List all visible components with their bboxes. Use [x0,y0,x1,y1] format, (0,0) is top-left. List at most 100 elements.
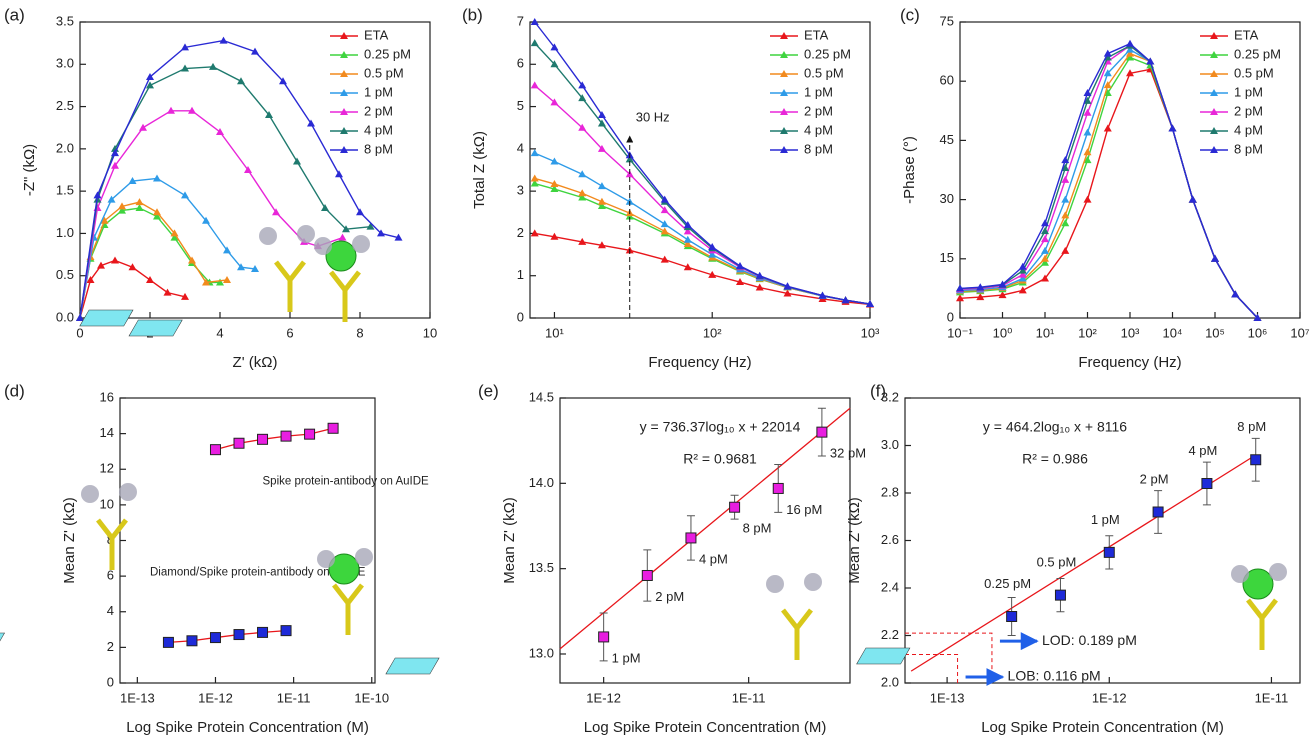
y-tick-label: 0 [107,674,114,689]
point [219,36,228,44]
point [128,263,137,271]
y-tick-label: 0.0 [56,309,74,324]
point [550,43,559,51]
point-label: 32 pM [830,446,866,461]
x-tick-label: 10⁵ [1205,325,1225,340]
y-tick-label: 1.0 [56,225,74,240]
legend-marker [1210,32,1218,39]
point [216,278,224,286]
limit-guide [905,632,993,683]
point [578,193,587,201]
point [1231,290,1240,298]
point [280,625,292,637]
y-tick-label: 30 [940,191,954,206]
x-axis-title: Frequency (Hz) [1078,354,1181,371]
point [216,127,224,135]
point [956,294,964,302]
legend-label: 1 pM [364,84,393,99]
legend-label: 4 pM [1234,122,1263,137]
legend-label: 0.5 pM [804,65,844,80]
point [1253,314,1262,321]
legend-marker [340,127,348,134]
point-label: 2 pM [655,589,684,604]
point [841,296,850,304]
legend-marker [780,108,788,115]
x-axis-title: Log Spike Protein Concentration (M) [126,719,369,736]
point [736,261,745,269]
spike-protein [355,548,373,566]
fit-equation: y = 464.2log₁₀ x + 8116 [983,419,1127,435]
point [93,204,102,212]
point [153,212,161,220]
point [1054,589,1066,601]
point [1126,53,1134,61]
point-label: 0.5 pM [1037,555,1077,570]
point [683,235,692,243]
y-tick-label: 2.5 [56,98,74,113]
y-tick-label: 0 [947,309,954,324]
point [530,81,539,89]
point [181,191,189,199]
y-axis-title: Total Z (kΩ) [471,131,488,209]
point [641,569,653,581]
series-line [534,42,871,305]
y-tick-label: 6 [517,56,524,71]
point [1061,219,1070,227]
x-tick-label: 10¹ [545,325,564,340]
legend-marker [1210,89,1218,96]
legend-marker [780,70,788,77]
legend-marker [340,70,348,77]
y-axis-title: -Phase (°) [901,136,918,204]
legend-label: 8 pM [364,141,393,156]
legend-marker [1210,127,1218,134]
point [76,314,84,321]
legend-marker [1210,108,1218,115]
point [550,157,559,165]
x-tick-label: 10⁻¹ [947,325,973,340]
electrode [79,309,134,327]
point [244,166,252,173]
point [755,271,764,279]
x-axis-title: Log Spike Protein Concentration (M) [981,719,1224,736]
point [956,284,964,292]
point [1018,266,1027,274]
point [272,208,280,216]
legend-label: ETA [804,27,829,42]
point [660,195,669,203]
point [998,280,1007,288]
point [597,201,606,209]
series-line [79,207,220,319]
point [578,189,587,197]
point [93,191,102,199]
legend-marker [340,32,348,39]
panel-label: (e) [478,381,499,400]
point [550,232,559,240]
point [162,636,174,648]
y-axis-title: -Z" (kΩ) [21,144,38,196]
point-label: 2 pM [1140,471,1169,486]
point [202,278,210,286]
legend-marker [780,127,788,134]
point [597,111,606,119]
plot-frame [529,21,871,319]
point [708,250,717,258]
schematic [79,225,315,327]
point [1103,49,1112,57]
panel-label: (c) [900,5,920,24]
y-tick-label: 1 [517,267,524,282]
spike-protein [1269,563,1287,581]
legend-label: 0.25 pM [804,46,851,61]
panel-label: (a) [4,5,25,24]
point [1083,108,1092,116]
x-axis-title: Frequency (Hz) [648,354,751,371]
point [530,174,539,182]
point [153,208,161,216]
point-label: 4 pM [699,551,728,566]
point [1041,258,1049,266]
point [304,428,316,440]
point [1061,246,1070,254]
connect-line [215,427,334,451]
x-tick-label: 4 [216,325,223,340]
electrode [385,657,440,675]
point [1041,219,1049,227]
